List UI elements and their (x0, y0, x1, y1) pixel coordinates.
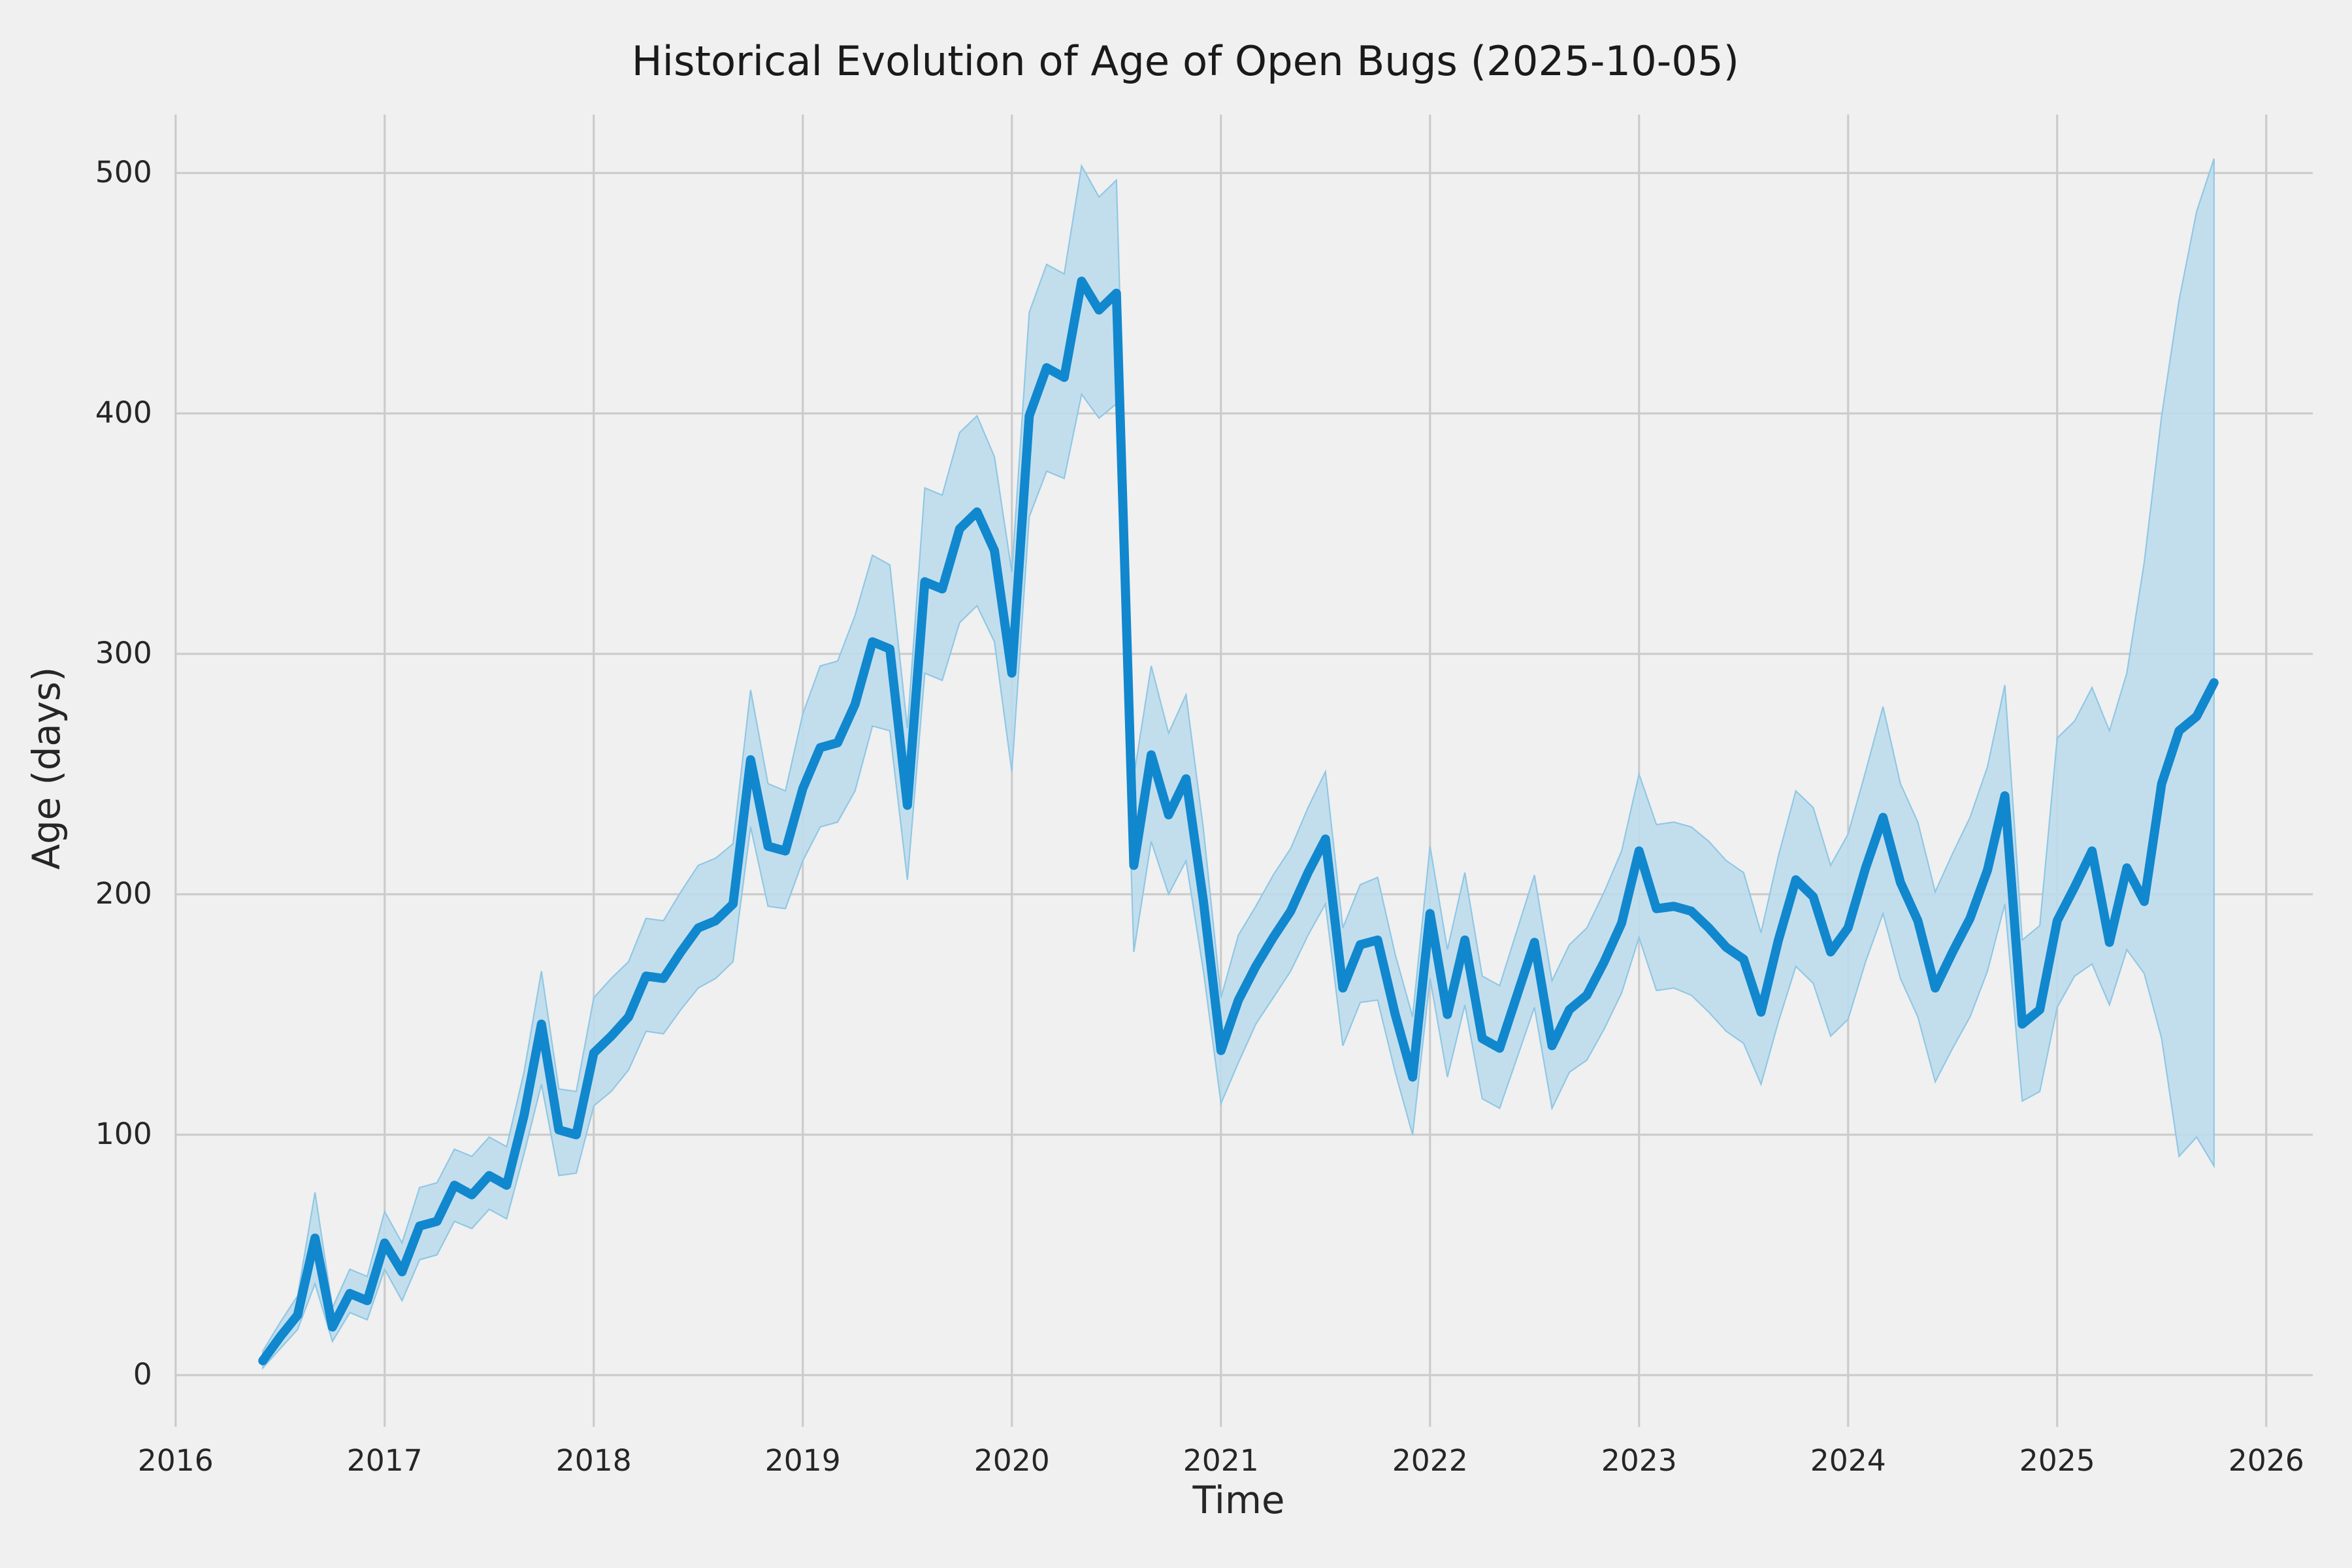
y-tick-label-300: 300 (95, 636, 152, 670)
confidence-band (262, 158, 2215, 1370)
data-line (258, 276, 2219, 1365)
x-tick-label-2019: 2019 (765, 1443, 841, 1478)
age-line-series (258, 276, 2219, 1365)
x-tick-label-2018: 2018 (556, 1443, 632, 1478)
x-tick-label-2023: 2023 (1601, 1443, 1677, 1478)
x-tick-label-2024: 2024 (1810, 1443, 1886, 1478)
x-tick-label-2017: 2017 (347, 1443, 423, 1478)
confidence-band-area (262, 158, 2215, 1370)
y-tick-label-100: 100 (95, 1117, 152, 1151)
y-axis-label: Age (days) (25, 667, 69, 870)
y-tick-label-500: 500 (95, 155, 152, 189)
y-tick-label-400: 400 (95, 395, 152, 430)
x-tick-label-2026: 2026 (2229, 1443, 2304, 1478)
chart-title: Historical Evolution of Age of Open Bugs… (632, 37, 1739, 85)
tick-labels: 2016 2017 2018 2019 2020 2021 2022 2023 2024 2025… (95, 155, 2304, 1478)
x-tick-label-2021: 2021 (1183, 1443, 1259, 1478)
y-tick-label-200: 200 (95, 876, 152, 911)
x-tick-label-2020: 2020 (974, 1443, 1050, 1478)
x-tick-label-2016: 2016 (138, 1443, 214, 1478)
y-tick-label-0: 0 (133, 1357, 152, 1392)
x-tick-label-2025: 2025 (2019, 1443, 2095, 1478)
x-tick-label-2022: 2022 (1392, 1443, 1468, 1478)
x-axis-label: Time (1192, 1478, 1285, 1522)
